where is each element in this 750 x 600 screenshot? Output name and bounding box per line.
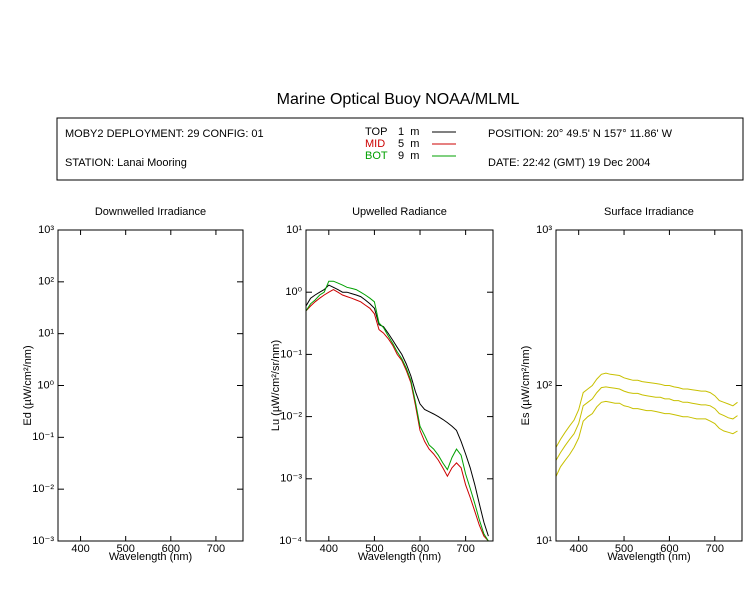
position: POSITION: 20° 49.5' N 157° 11.86' W bbox=[488, 128, 673, 140]
legend-name: BOT bbox=[365, 150, 388, 162]
y-tick-label: 10² bbox=[38, 276, 54, 288]
info-box bbox=[56, 117, 744, 181]
legend-depth: 9 m bbox=[398, 150, 419, 162]
data-line bbox=[556, 400, 738, 477]
y-tick-label: 10¹ bbox=[536, 535, 552, 547]
chart-title: Downwelled Irradiance bbox=[95, 206, 206, 218]
x-tick-label: 600 bbox=[162, 543, 180, 555]
y-tick-label: 10⁻³ bbox=[32, 535, 54, 547]
data-line bbox=[556, 386, 738, 461]
x-tick-label: 700 bbox=[207, 543, 225, 555]
y-tick-label: 10⁰ bbox=[37, 379, 54, 391]
y-axis-label: Lu (µW/cm²/sr/nm) bbox=[270, 340, 282, 431]
data-line bbox=[306, 284, 489, 537]
x-axis-label: Wavelength (nm) bbox=[607, 551, 690, 563]
legend-name: MID bbox=[365, 138, 385, 150]
data-line bbox=[306, 280, 489, 541]
plot-frame bbox=[57, 229, 244, 542]
legend: TOP 1 m MID 5 m BOT 9 m bbox=[365, 126, 456, 162]
y-tick-label: 10⁻¹ bbox=[32, 431, 54, 443]
data-line bbox=[556, 372, 738, 448]
station: STATION: Lanai Mooring bbox=[65, 157, 187, 169]
y-axis-label: Es (µW/cm²/nm) bbox=[520, 346, 532, 426]
y-tick-label: 10⁰ bbox=[285, 286, 302, 298]
deployment: MOBY2 DEPLOYMENT: 29 CONFIG: 01 bbox=[65, 128, 264, 140]
x-axis-label: Wavelength (nm) bbox=[109, 551, 192, 563]
y-tick-label: 10¹ bbox=[286, 224, 302, 236]
y-tick-label: 10⁻⁴ bbox=[279, 535, 302, 547]
data-line bbox=[306, 289, 489, 541]
y-tick-label: 10³ bbox=[38, 224, 54, 236]
legend-depth: 1 m bbox=[398, 126, 419, 138]
y-tick-label: 10¹ bbox=[38, 328, 54, 340]
y-tick-label: 10³ bbox=[536, 224, 552, 236]
x-tick-label: 500 bbox=[117, 543, 135, 555]
y-tick-label: 10⁻² bbox=[32, 483, 54, 495]
x-tick-label: 400 bbox=[71, 543, 89, 555]
x-tick-label: 400 bbox=[570, 543, 588, 555]
x-tick-label: 600 bbox=[411, 543, 429, 555]
y-tick-label: 10⁻¹ bbox=[280, 348, 302, 360]
date: DATE: 22:42 (GMT) 19 Dec 2004 bbox=[488, 157, 650, 169]
x-tick-label: 700 bbox=[456, 543, 474, 555]
x-tick-label: 600 bbox=[660, 543, 678, 555]
x-tick-label: 500 bbox=[365, 543, 383, 555]
legend-depth: 5 m bbox=[398, 138, 419, 150]
plot-frame bbox=[305, 229, 494, 542]
y-tick-label: 10² bbox=[536, 379, 552, 391]
x-tick-label: 500 bbox=[615, 543, 633, 555]
x-tick-label: 400 bbox=[320, 543, 338, 555]
y-tick-label: 10⁻² bbox=[280, 411, 302, 423]
x-tick-label: 700 bbox=[706, 543, 724, 555]
y-tick-label: 10⁻³ bbox=[280, 473, 302, 485]
plot-frame bbox=[555, 229, 743, 542]
chart-title: Surface Irradiance bbox=[604, 206, 694, 218]
x-axis-label: Wavelength (nm) bbox=[358, 551, 441, 563]
y-axis-label: Ed (µW/cm²/nm) bbox=[22, 345, 34, 425]
legend-name: TOP bbox=[365, 126, 387, 138]
chart-title: Upwelled Radiance bbox=[352, 206, 447, 218]
page-title: Marine Optical Buoy NOAA/MLML bbox=[277, 91, 520, 108]
